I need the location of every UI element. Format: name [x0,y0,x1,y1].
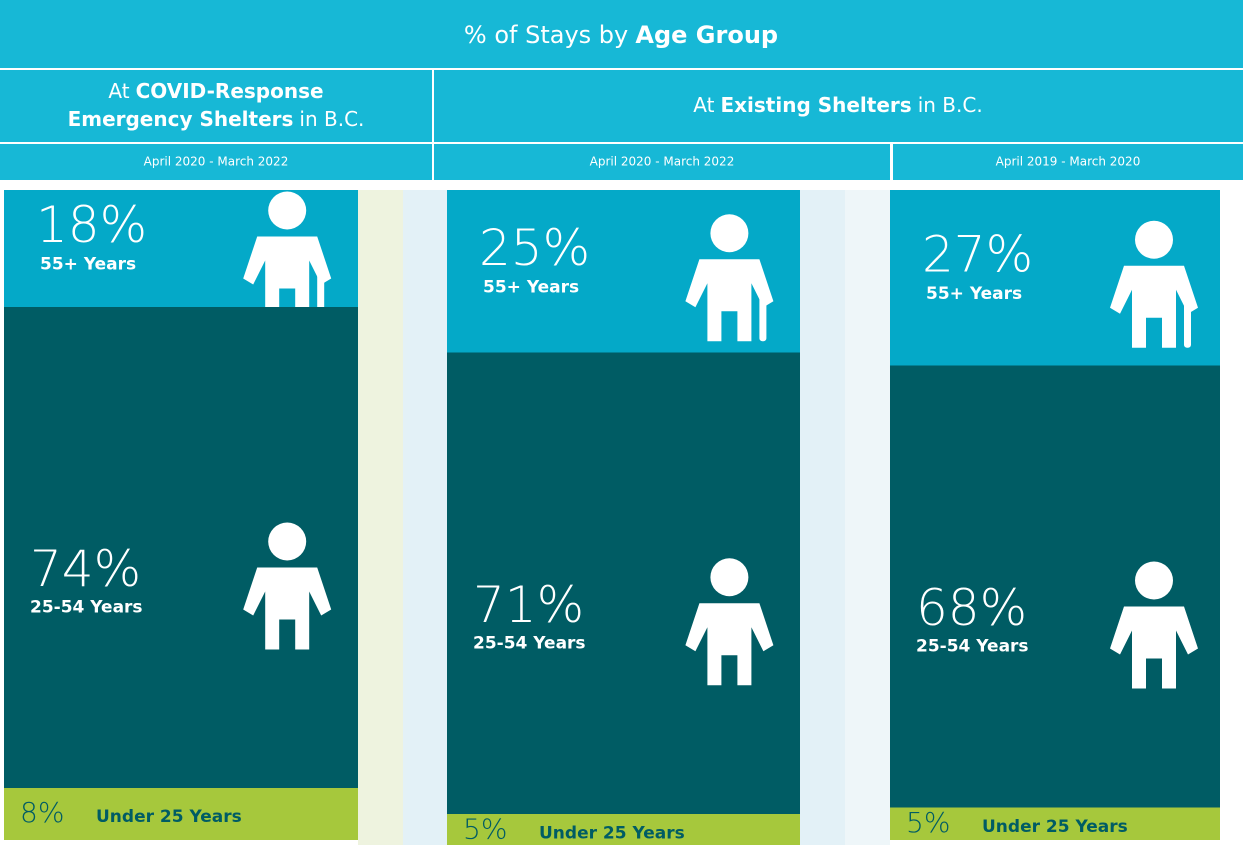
segment-name: Under 25 Years [982,817,1128,837]
icon-body [1110,606,1198,689]
value-label: 8% [20,796,64,829]
period-header-bg [434,144,890,180]
icon-head [710,214,749,253]
period-label: April 2020 - March 2022 [590,155,735,169]
segment-name: 55+ Years [926,284,1022,304]
spacer [358,190,403,845]
group-header-part: Existing Shelters [720,93,911,117]
period-label: April 2020 - March 2022 [144,155,289,169]
segment-name: Under 25 Years [539,823,685,843]
group-header-bg [0,70,432,142]
icon-body [685,603,774,686]
icon-body [243,567,332,650]
value-label: 25% [479,219,590,277]
segment-name: Under 25 Years [96,807,242,827]
icon-cane [759,291,767,342]
icon-body [1110,265,1198,348]
segment-name: 55+ Years [40,255,136,275]
group-header-part: At [108,79,129,103]
value-label: 74% [30,540,141,598]
segment-name: 25-54 Years [30,598,143,618]
icon-body [243,236,332,319]
icon-head [1135,561,1173,600]
spacer [845,190,890,845]
spacer [403,190,447,845]
person-icon [1110,220,1198,348]
value-label: 5% [906,806,950,839]
segment-name: 25-54 Years [916,637,1029,657]
group-header-part: At [693,93,714,117]
group-header-part: in B.C. [918,93,983,117]
chart-title-part: Age Group [635,21,778,49]
icon-head [268,191,307,230]
segment [4,788,358,840]
person-icon [1110,561,1198,689]
icon-head [268,522,307,561]
group-header: At Existing Shelters in B.C. [693,93,982,117]
group-header-part: Emergency Shelters [68,107,294,131]
icon-head [710,558,749,597]
group-header: Emergency Shelters in B.C. [68,107,365,131]
group-header-part: COVID-Response [136,79,324,103]
chart-title-part: % of Stays by [464,21,628,49]
period-header-bg [0,144,432,180]
segment-name: 25-54 Years [473,633,586,653]
group-header: At COVID-Response [108,79,323,103]
segment [890,807,1220,840]
period-header-bg [893,144,1243,180]
group-header-part: in B.C. [299,107,364,131]
icon-body [685,259,774,342]
person-icon [685,558,774,686]
segment [447,814,800,845]
value-label: 27% [922,225,1033,283]
period-label: April 2019 - March 2020 [996,155,1141,169]
spacer [800,190,845,845]
icon-cane [317,268,325,319]
icon-head [1135,220,1173,259]
person-icon [243,191,332,319]
value-label: 71% [473,576,584,634]
title-bar [0,0,1243,68]
value-label: 5% [463,812,507,845]
group-header-bg [434,70,1243,142]
value-label: 68% [916,579,1027,637]
person-icon [243,522,332,650]
icon-cane [1184,297,1191,348]
segment-name: 55+ Years [483,277,579,297]
value-label: 18% [36,196,147,254]
chart-title: % of Stays by Age Group [464,21,778,49]
person-icon [685,214,774,342]
